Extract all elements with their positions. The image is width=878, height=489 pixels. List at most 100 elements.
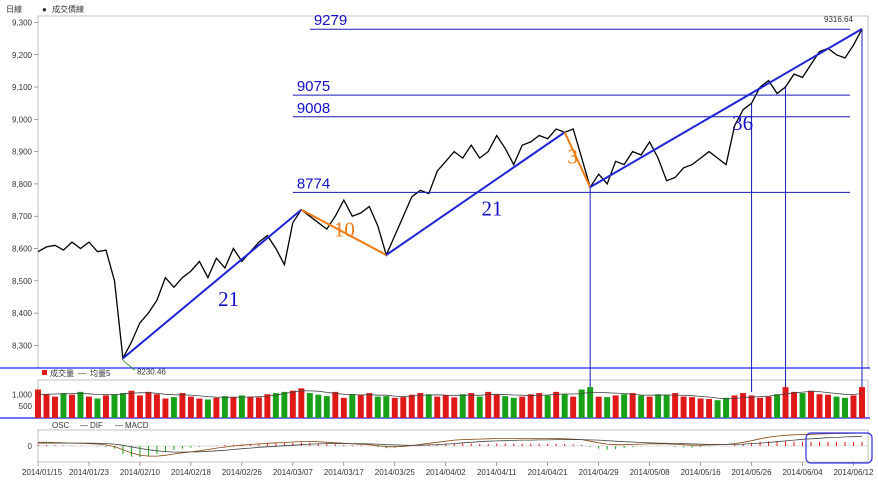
price-y-tick-label: 8,300 (12, 341, 33, 350)
volume-bar (612, 395, 619, 418)
trend-line (385, 131, 566, 256)
low-price-label: 8230.46 (137, 367, 166, 376)
volume-bar (697, 398, 704, 418)
volume-bar (85, 396, 92, 418)
price-y-tick-label: 9,300 (12, 18, 33, 27)
volume-bar (570, 396, 577, 418)
volume-bar (221, 396, 228, 418)
volume-bar (136, 395, 143, 418)
volume-bar (43, 394, 50, 418)
volume-bar (298, 388, 305, 418)
volume-bar (179, 393, 186, 418)
macd-legend-sep-1: — (80, 421, 88, 430)
macd-legend-macd: MACD (125, 421, 149, 430)
volume-bar (663, 394, 670, 418)
volume-bar (850, 395, 857, 418)
trend-count-label: 36 (732, 111, 753, 135)
volume-bar (646, 396, 653, 418)
trend-count-label: 21 (218, 287, 239, 311)
volume-bar (102, 395, 109, 418)
volume-bar (213, 397, 220, 418)
macd-legend-osc: OSC (52, 421, 70, 430)
volume-bar (765, 396, 772, 418)
volume-bar (604, 397, 611, 418)
volume-legend-label: 成交量 (50, 368, 74, 378)
volume-ma-line (38, 390, 863, 400)
volume-bar (60, 393, 67, 418)
volume-bar (417, 393, 424, 418)
volume-bar (196, 398, 203, 418)
volume-bar (468, 393, 475, 418)
volume-bar (315, 394, 322, 418)
volume-bar (366, 393, 373, 418)
volume-bar (485, 391, 492, 418)
volume-bar (281, 391, 288, 418)
volume-bar (578, 389, 585, 418)
series-legend-label: 成交價線 (52, 4, 84, 14)
price-y-tick-label: 8,500 (12, 277, 33, 286)
volume-bar (425, 394, 432, 418)
volume-bar (561, 394, 568, 418)
trend-count-label: 10 (334, 217, 355, 241)
level-label: 8774 (297, 175, 330, 192)
volume-bar (519, 396, 526, 418)
volume-bar (119, 393, 126, 418)
highlight-box (805, 432, 873, 464)
volume-bar (672, 393, 679, 418)
volume-bar (689, 397, 696, 418)
volume-bar (825, 394, 831, 418)
volume-ma-legend-label: 均量5 (90, 368, 111, 378)
volume-legend-sep: — (78, 369, 86, 378)
volume-bar (323, 396, 330, 418)
volume-bar (187, 396, 194, 418)
volume-bar (476, 396, 483, 418)
x-tick-label: 2014/06/04 (783, 468, 824, 477)
volume-bar (527, 394, 534, 418)
price-line (37, 28, 863, 361)
volume-bar (740, 393, 747, 418)
volume-bar (680, 396, 687, 418)
volume-bar (714, 400, 721, 418)
x-tick-label: 2014/04/11 (477, 468, 517, 477)
volume-bar (723, 397, 730, 418)
x-tick-label: 2014/01/23 (69, 468, 110, 477)
volume-bar (170, 397, 177, 418)
price-y-tick-label: 8,600 (12, 245, 33, 254)
volume-bar (808, 390, 815, 418)
volume-bar (247, 396, 254, 418)
volume-bar (94, 398, 101, 418)
price-y-tick-label: 8,700 (12, 212, 33, 221)
volume-bar (340, 397, 347, 418)
trend-line (122, 208, 302, 360)
volume-bar (731, 395, 738, 418)
volume-bar (655, 394, 662, 418)
volume-bar (162, 398, 169, 418)
trend-count-label: 21 (481, 197, 502, 221)
high-price-label: 9316.64 (824, 15, 853, 24)
volume-bar (629, 393, 636, 418)
level-label: 9008 (297, 100, 330, 117)
volume-bar (272, 393, 279, 418)
x-tick-label: 2014/04/21 (528, 468, 569, 477)
volume-bar (357, 394, 364, 418)
price-y-tick-label: 9,100 (12, 83, 33, 92)
volume-bar (842, 397, 848, 418)
volume-bar (774, 394, 781, 418)
volume-bar (502, 396, 509, 418)
volume-bar (799, 393, 806, 418)
volume-bar (621, 394, 628, 418)
series-legend-marker: ● (42, 5, 47, 14)
volume-bar (536, 393, 543, 418)
volume-bar (374, 396, 381, 418)
x-tick-label: 2014/05/16 (681, 468, 722, 477)
trend-count-label: 3 (567, 145, 578, 169)
volume-bar (77, 391, 84, 418)
volume-bar (204, 399, 211, 418)
price-y-tick-label: 8,400 (12, 309, 33, 318)
volume-bar (544, 395, 551, 418)
price-y-tick-label: 9,000 (12, 115, 33, 124)
volume-bar (391, 397, 398, 418)
volume-bar (153, 394, 160, 418)
macd-legend-dif: DIF (90, 421, 103, 430)
